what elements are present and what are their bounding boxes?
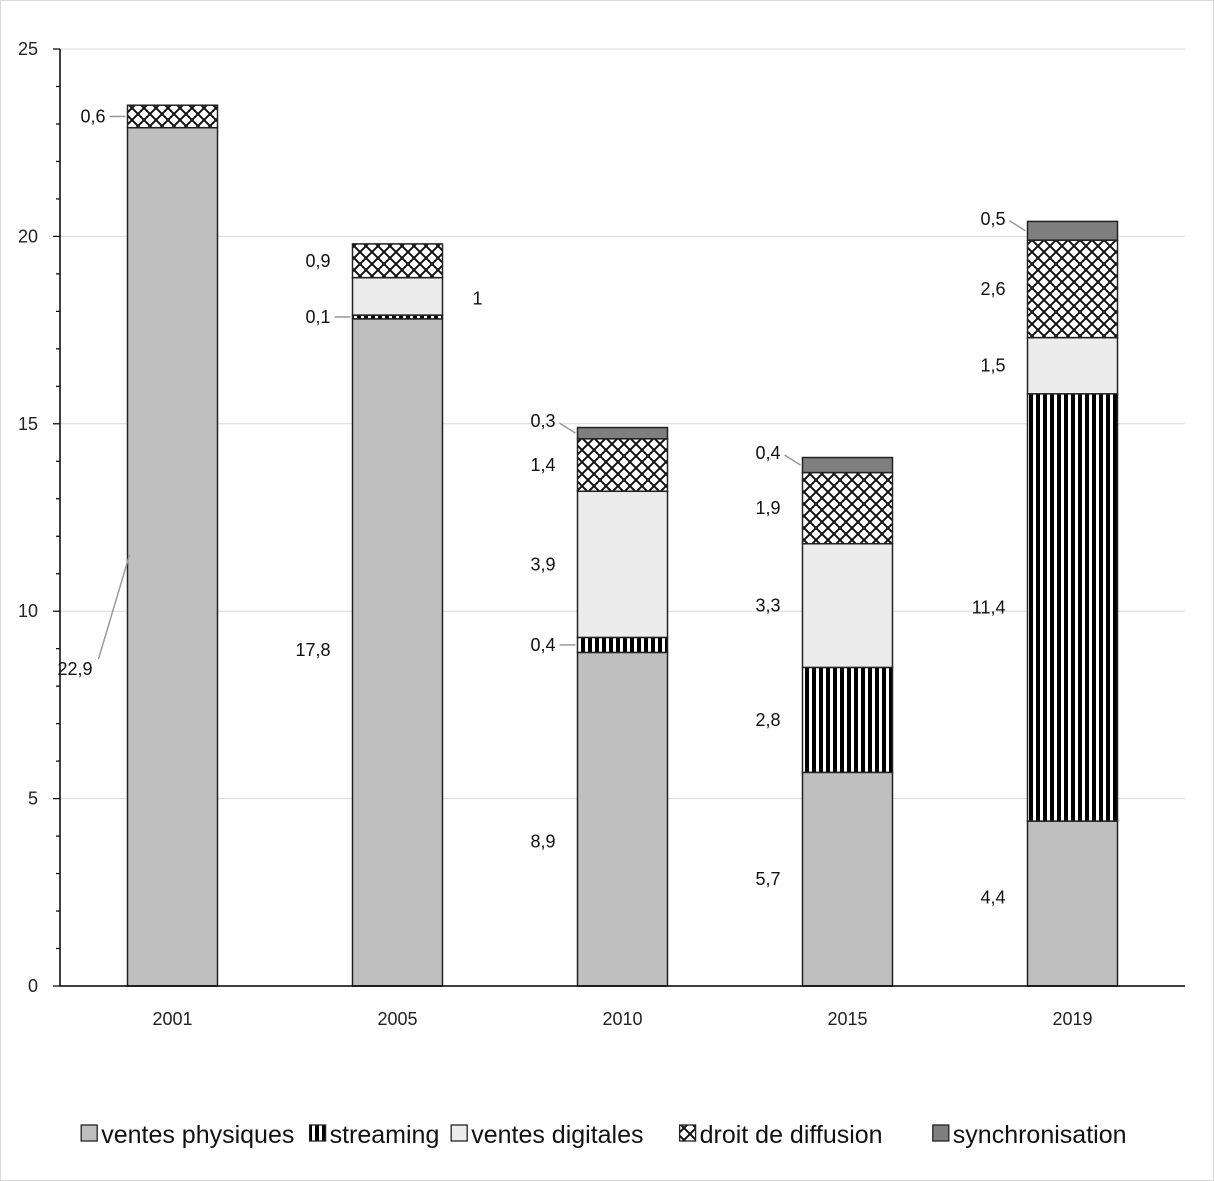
data-label: 3,9 [530,554,555,574]
bar-segment-streaming [801,666,894,774]
bar-segment-ventes-digitales [1026,336,1119,395]
data-label: 0,9 [305,251,330,271]
leader-line [784,454,801,466]
y-tick-label: 25 [18,39,38,59]
bar-segment-ventes-physiques [576,651,669,987]
legend-swatch [678,1124,697,1142]
bar-segment-streaming [576,636,669,654]
data-label: 0,3 [530,411,555,431]
bar-segment-ventes-digitales [351,276,444,316]
data-label: 8,9 [530,831,555,851]
bar-segment-synchronisation [576,426,669,440]
legend-entry: droit de diffusion [700,1121,883,1149]
x-tick-label: 2005 [377,1009,417,1029]
data-label: 1,5 [980,356,1005,376]
data-label: 0,4 [755,443,780,463]
legend-swatch [308,1124,327,1142]
y-tick-label: 20 [18,226,38,246]
data-label: 17,8 [295,640,330,660]
leader-line [97,554,131,660]
bar-segment-droit-de-diffusion [576,438,669,493]
data-label: 11,4 [972,597,1006,617]
y-tick-label: 10 [18,601,38,621]
bar-segment-droit-de-diffusion [1026,239,1119,339]
data-label: 22,9 [57,659,92,679]
x-tick-label: 2010 [602,1009,642,1029]
data-label: 2,8 [755,710,780,730]
data-label: 0,4 [530,635,555,655]
bar-segment-streaming [1026,393,1119,822]
bar-segment-synchronisation [801,456,894,474]
bar-segment-droit-de-diffusion [351,243,444,279]
bar-segment-ventes-physiques [126,126,219,987]
data-label: 5,7 [755,869,780,889]
bar-segment-ventes-digitales [801,542,894,669]
data-label: 4,4 [980,888,1005,908]
data-label: 1,9 [755,498,780,518]
leader-line [1009,220,1026,232]
y-tick-label: 5 [28,789,38,809]
y-tick-label: 15 [18,414,38,434]
data-label: 2,6 [980,279,1005,299]
bar-segment-ventes-physiques [1026,820,1119,987]
legend-swatch [932,1124,950,1142]
legend-entry: streaming [330,1121,440,1149]
data-label: 0,6 [80,106,105,126]
x-tick-label: 2015 [827,1009,867,1029]
bar-segment-droit-de-diffusion [126,104,219,129]
data-label: 3,3 [755,596,780,616]
bar-segment-ventes-digitales [576,490,669,639]
y-tick-label: 0 [28,976,38,996]
legend-entry: ventes digitales [471,1121,643,1149]
bar-segment-ventes-physiques [351,318,444,987]
legend-entry: synchronisation [953,1121,1127,1149]
bar-segment-droit-de-diffusion [801,471,894,545]
bar-segment-ventes-physiques [801,771,894,987]
data-label: 1 [472,288,482,308]
x-tick-label: 2001 [152,1009,192,1029]
data-label: 0,1 [305,307,330,327]
legend-swatch [80,1124,98,1142]
data-label: 0,5 [980,209,1005,229]
leader-line [559,422,576,434]
legend-swatch [450,1124,468,1142]
x-tick-label: 2019 [1052,1009,1092,1029]
data-label: 1,4 [530,455,555,475]
legend-entry: ventes physiques [101,1121,294,1149]
bar-segment-synchronisation [1026,220,1119,241]
